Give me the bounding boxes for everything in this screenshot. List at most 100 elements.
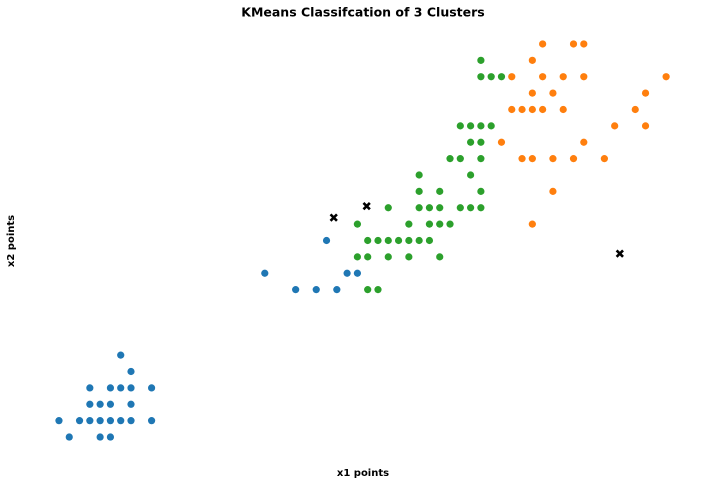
point: [261, 269, 269, 277]
x-axis-label: x1 points: [337, 468, 389, 479]
point: [539, 73, 547, 81]
point: [106, 400, 115, 408]
point: [580, 40, 588, 48]
point: [467, 171, 475, 179]
point: [600, 155, 608, 163]
point: [436, 187, 444, 195]
point: [415, 187, 423, 195]
point: [96, 433, 104, 441]
point: [405, 253, 413, 261]
centroid: [362, 201, 371, 211]
point: [343, 269, 351, 277]
point: [127, 417, 135, 425]
point: [106, 417, 115, 425]
point: [117, 384, 125, 392]
point: [497, 138, 506, 146]
point: [456, 122, 464, 130]
point: [384, 204, 392, 212]
point: [292, 286, 300, 294]
point: [353, 253, 362, 261]
point: [405, 220, 413, 228]
point: [508, 73, 516, 81]
point: [374, 286, 382, 294]
point: [477, 73, 485, 81]
point: [446, 220, 454, 228]
point: [467, 138, 475, 146]
point: [436, 220, 444, 228]
point: [147, 384, 156, 392]
point: [580, 138, 588, 146]
point: [322, 236, 331, 245]
point: [456, 155, 464, 163]
point: [518, 155, 526, 163]
point: [467, 204, 475, 212]
point: [415, 171, 423, 179]
point: [641, 122, 650, 130]
point: [425, 236, 434, 245]
point: [394, 236, 403, 245]
point: [477, 204, 485, 212]
centroid: [615, 249, 624, 258]
point: [539, 105, 547, 114]
point: [75, 417, 84, 425]
point: [425, 204, 434, 212]
point: [477, 187, 485, 195]
point: [641, 89, 650, 97]
point: [528, 105, 536, 114]
point: [96, 417, 104, 425]
point: [127, 400, 135, 408]
point: [456, 204, 464, 212]
point: [539, 40, 547, 48]
point: [106, 384, 115, 392]
point: [106, 433, 115, 441]
centroid: [329, 213, 338, 222]
point: [477, 56, 485, 64]
point: [364, 286, 372, 294]
point: [86, 400, 94, 408]
point: [333, 286, 341, 294]
point: [611, 122, 619, 130]
point: [549, 155, 557, 163]
point: [353, 220, 362, 228]
point: [86, 417, 94, 425]
point: [86, 384, 94, 392]
point: [559, 105, 567, 114]
point: [55, 417, 63, 425]
point: [425, 220, 434, 228]
point: [508, 105, 516, 114]
point: [487, 122, 495, 130]
point: [384, 236, 392, 245]
point: [117, 417, 125, 425]
point: [127, 367, 135, 376]
point: [96, 400, 104, 408]
point: [569, 155, 578, 163]
point: [436, 204, 444, 212]
point: [569, 40, 578, 48]
point: [477, 122, 485, 130]
point: [559, 73, 567, 81]
point: [415, 204, 423, 212]
point: [528, 56, 536, 64]
point: [528, 155, 536, 163]
point: [353, 269, 362, 277]
point: [477, 155, 485, 163]
point: [384, 253, 392, 261]
point: [528, 220, 536, 228]
point: [631, 105, 639, 114]
point: [405, 236, 413, 245]
point: [364, 236, 372, 245]
point: [147, 417, 156, 425]
point: [662, 73, 670, 81]
y-axis-label: x2 points: [6, 215, 17, 267]
chart-title: KMeans Classifcation of 3 Clusters: [241, 5, 484, 20]
point: [580, 73, 588, 81]
point: [374, 236, 382, 245]
point: [497, 73, 506, 81]
point: [549, 89, 557, 97]
point: [467, 122, 475, 130]
point: [436, 253, 444, 261]
point: [446, 155, 454, 163]
point: [549, 187, 557, 195]
point: [518, 105, 526, 114]
point: [117, 351, 125, 359]
